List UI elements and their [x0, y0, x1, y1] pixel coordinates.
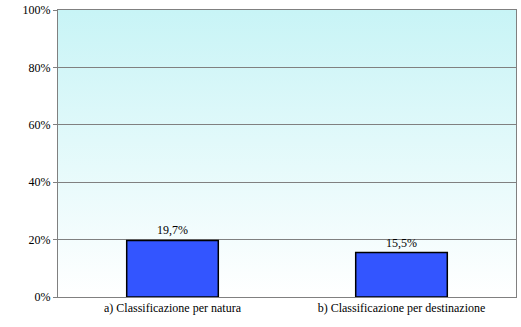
svg-text:100%: 100% — [23, 3, 51, 17]
svg-text:15,5%: 15,5% — [386, 236, 417, 250]
svg-text:40%: 40% — [29, 175, 51, 189]
svg-text:80%: 80% — [29, 61, 51, 75]
svg-text:0%: 0% — [35, 290, 51, 304]
svg-text:20%: 20% — [29, 233, 51, 247]
svg-text:b) Classificazione per destina: b) Classificazione per destinazione — [318, 301, 486, 315]
svg-text:60%: 60% — [29, 118, 51, 132]
svg-text:19,7%: 19,7% — [157, 223, 188, 237]
svg-text:a) Classificazione per natura: a) Classificazione per natura — [104, 301, 242, 315]
